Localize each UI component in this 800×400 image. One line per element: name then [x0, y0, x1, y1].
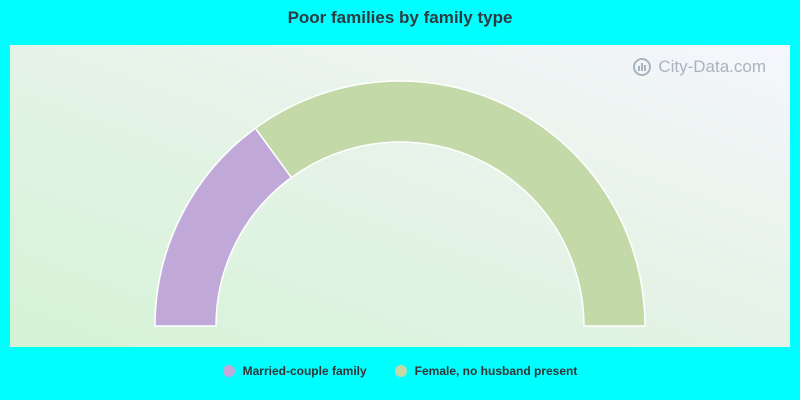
legend-item-married-couple: Married-couple family — [222, 364, 367, 378]
legend: Married-couple family Female, no husband… — [0, 364, 800, 378]
legend-label-married-couple: Married-couple family — [242, 364, 367, 378]
slice-married-couple — [154, 127, 293, 327]
watermark: City-Data.com — [632, 57, 766, 77]
legend-label-female-householder: Female, no husband present — [414, 364, 578, 378]
legend-swatch-female-householder — [394, 365, 407, 377]
chart-title: Poor families by family type — [287, 8, 513, 27]
slice-female-householder — [254, 80, 646, 327]
city-data-logo-icon — [633, 58, 652, 76]
legend-item-female-householder: Female, no husband present — [394, 364, 578, 378]
legend-swatch-married-couple — [222, 365, 235, 377]
watermark-text: City-Data.com — [658, 57, 766, 76]
